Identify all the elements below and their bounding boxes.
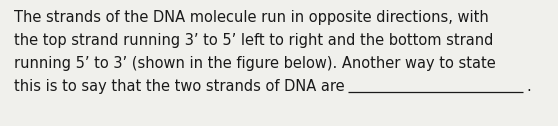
Text: The strands of the DNA molecule run in opposite directions, with: The strands of the DNA molecule run in o… [14, 10, 489, 25]
Text: the top strand running 3’ to 5’ left to right and the bottom strand: the top strand running 3’ to 5’ left to … [14, 33, 493, 48]
Text: this is to say that the two strands of DNA are: this is to say that the two strands of D… [14, 79, 345, 94]
Text: .: . [526, 79, 531, 94]
Text: running 5’ to 3’ (shown in the figure below). Another way to state: running 5’ to 3’ (shown in the figure be… [14, 56, 496, 71]
